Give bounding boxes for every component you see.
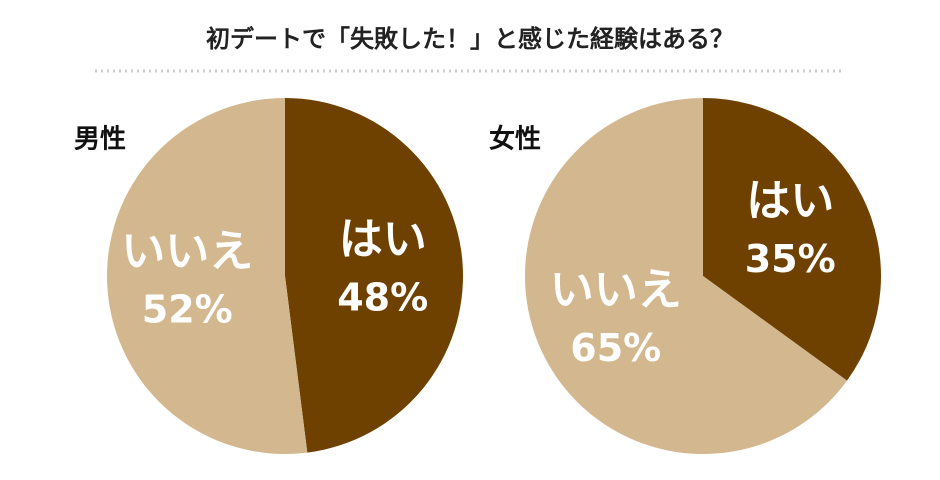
slice-value-label: 65% [570,326,661,370]
slice-label: いいえ [550,264,682,315]
pie-slice [285,98,464,453]
slice-label: はい [339,214,427,265]
pie-slice [703,98,881,381]
slice-value-label: 52% [142,288,233,332]
chart-title: 男性 [74,125,126,155]
slice-label: いいえ [121,226,253,277]
chart-title: 女性 [489,124,541,155]
slice-value-label: 35% [745,237,836,281]
slice-label: はい [746,176,834,227]
pie-slice [524,98,848,454]
slice-value-label: 48% [337,275,428,319]
page-title: 初デートで「失敗した！」と感じた経験はある？ [206,25,734,53]
pie-slice [107,98,308,454]
